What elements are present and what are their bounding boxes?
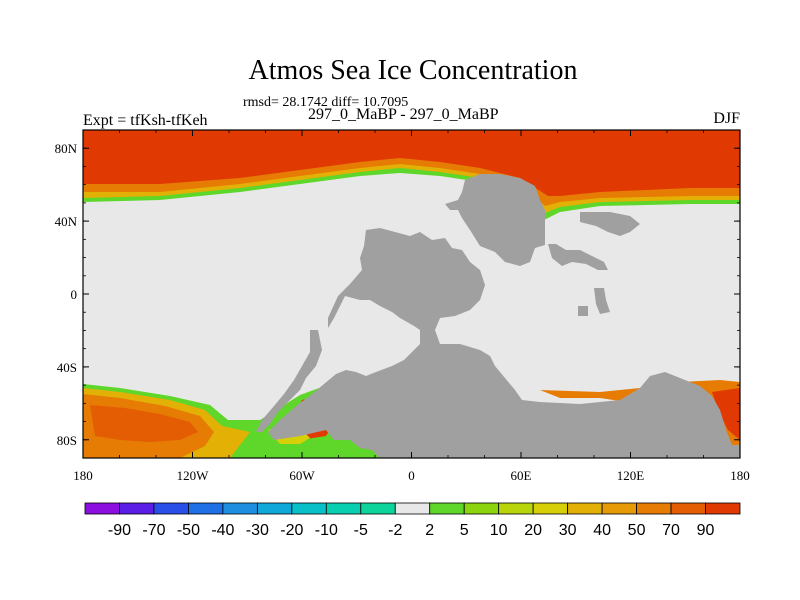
colorbar-label: 5: [460, 522, 469, 539]
chart-title: Atmos Sea Ice Concentration: [248, 55, 578, 86]
land-island-small: [578, 306, 588, 316]
land-south-america-tail: [256, 330, 322, 432]
land-asia: [548, 244, 608, 270]
colorbar-box: [532, 502, 569, 515]
x-tick-label: 60E: [511, 468, 532, 483]
x-tick-label: 180: [73, 468, 93, 483]
land: [256, 174, 740, 458]
colorbar-label: 2: [425, 522, 434, 539]
colorbar-box: [498, 502, 534, 515]
colorbar-box: [291, 502, 327, 515]
colorbar-label: -10: [315, 522, 338, 539]
comparison-label: 297_0_MaBP - 297_0_MaBP: [308, 106, 499, 123]
x-tick-label: 120E: [617, 468, 645, 483]
experiment-label: Expt = tfKsh-tfKeh: [83, 112, 208, 129]
land-north-atlantic: [445, 174, 545, 266]
colorbar-box: [153, 502, 189, 515]
colorbar-label: -40: [211, 522, 234, 539]
colorbar-box: [636, 502, 672, 515]
colorbar-label: 30: [559, 522, 577, 539]
colorbar-label: -2: [388, 522, 402, 539]
colorbar-box: [84, 502, 120, 515]
south-indian-red: [712, 388, 740, 440]
y-tick-label: 80N: [55, 141, 78, 156]
colorbar-box: [463, 502, 500, 515]
colorbar-box: [567, 502, 603, 515]
colorbar-label: -70: [142, 522, 165, 539]
y-tick-label: 40N: [55, 214, 78, 229]
colorbar-label: -5: [354, 522, 368, 539]
x-tick-label: 60W: [289, 468, 315, 483]
season-label: DJF: [713, 110, 740, 127]
colorbar-box: [325, 502, 362, 515]
colorbar-label: 20: [524, 522, 542, 539]
colorbar: -90 -70 -50 -40 -30 -20 -10 -5 -2 2 5 10 20 30 40 50 70 9…: [84, 502, 741, 539]
x-tick-label: 0: [408, 468, 415, 483]
x-tick-label: 180: [730, 468, 750, 483]
colorbar-label: 50: [628, 522, 646, 539]
colorbar-label: -90: [108, 522, 131, 539]
colorbar-label: -20: [280, 522, 303, 539]
land-east-asia: [580, 212, 640, 236]
colorbar-label: -50: [177, 522, 200, 539]
colorbar-label: 10: [490, 522, 508, 539]
colorbar-box: [705, 502, 741, 515]
y-tick-label: 80S: [57, 433, 77, 448]
arctic-band-red: [83, 130, 740, 196]
colorbar-box: [256, 502, 293, 515]
y-tick-label: 40S: [57, 360, 77, 375]
axes: 180 120W 60W 0 60E 120E 180 80N 40N 0 40S 80S: [55, 130, 750, 483]
y-tick-label: 0: [71, 287, 78, 302]
colorbar-box: [119, 502, 155, 515]
colorbar-box: [601, 502, 637, 515]
land-americas-europe-africa: [268, 228, 740, 458]
land-islands: [594, 288, 610, 314]
colorbar-label: 40: [593, 522, 611, 539]
colorbar-label: 70: [662, 522, 680, 539]
colorbar-label: -30: [246, 522, 269, 539]
x-tick-label: 120W: [177, 468, 210, 483]
colorbar-box: [429, 502, 465, 515]
land-antarctic-peninsula: [336, 380, 356, 392]
colorbar-box: [394, 502, 431, 515]
stats-text: rmsd= 28.1742 diff= 10.7095: [243, 95, 409, 110]
antarctic-band-red: [90, 405, 198, 442]
colorbar-box: [222, 502, 258, 515]
colorbar-box: [188, 502, 224, 515]
colorbar-box: [670, 502, 706, 515]
colorbar-label: 90: [697, 522, 715, 539]
colorbar-box: [360, 502, 396, 515]
